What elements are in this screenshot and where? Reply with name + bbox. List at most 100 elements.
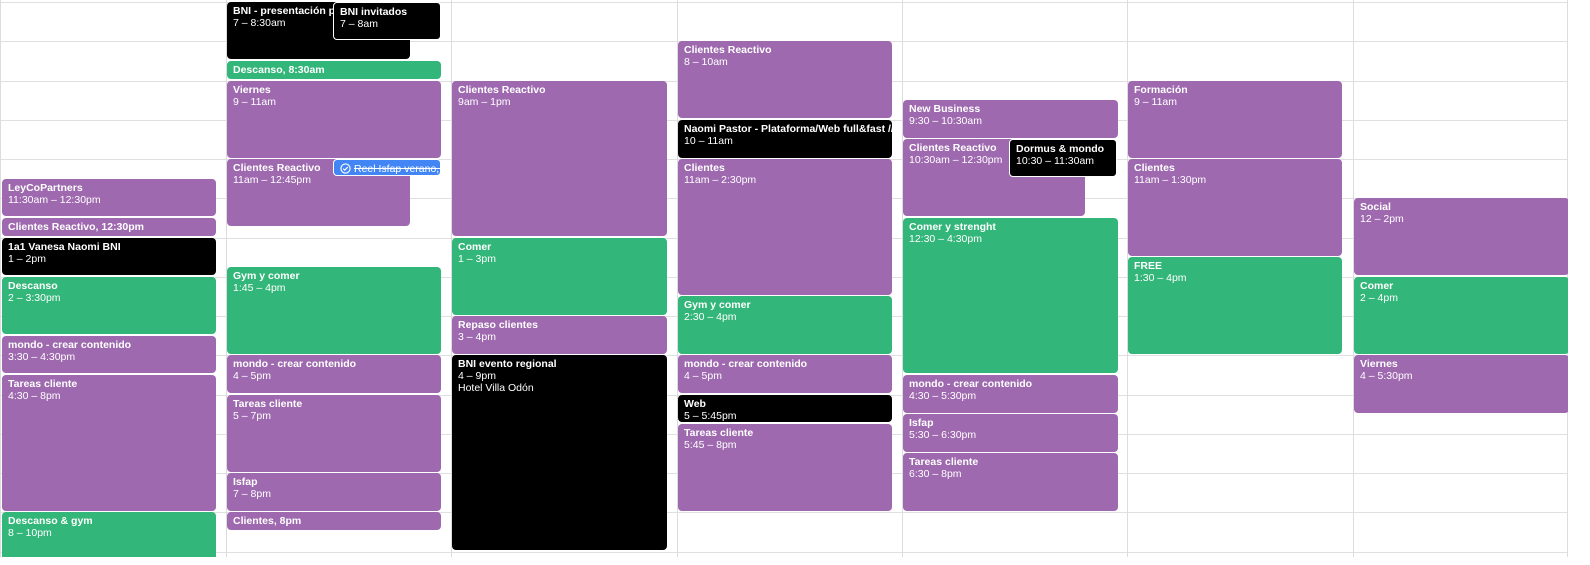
event[interactable]: Formación 9 – 11am <box>1128 80 1342 158</box>
event[interactable]: Gym y comer 2:30 – 4pm <box>678 296 892 354</box>
event-time: 10:30 – 11:30am <box>1016 155 1095 168</box>
event[interactable]: FREE 1:30 – 4pm <box>1128 257 1342 354</box>
event[interactable]: Viernes 9 – 11am <box>227 80 441 158</box>
event-title: Reel Isfap verano, 1 <box>340 163 440 175</box>
event-title: Social <box>1360 201 1391 214</box>
event[interactable]: mondo - crear contenido 4:30 – 5:30pm <box>903 374 1118 413</box>
event-title: mondo - crear contenido <box>8 338 132 351</box>
event-title: Web <box>684 397 706 410</box>
event-time: 7 – 8am <box>340 18 378 30</box>
event[interactable]: Clientes, 8pm <box>227 512 441 531</box>
event[interactable]: New Business 9:30 – 10:30am <box>903 100 1118 138</box>
event[interactable]: Social 12 – 2pm <box>1354 198 1568 276</box>
event[interactable]: Comer y strenght 12:30 – 4:30pm <box>903 217 1118 374</box>
event-title: Tareas cliente <box>233 397 303 410</box>
event-title: Isfap <box>233 476 258 488</box>
event-time: 2 – 4pm <box>1360 291 1398 304</box>
event-title: Repaso clientes <box>458 319 538 331</box>
day-divider <box>0 0 1 557</box>
event[interactable]: BNI evento regional 4 – 9pm Hotel Villa Od… <box>452 355 667 550</box>
day-divider <box>1127 0 1128 557</box>
event-time: 12 – 2pm <box>1360 213 1404 226</box>
event-time: 12:30 – 4:30pm <box>909 232 982 245</box>
event[interactable]: Isfap 5:30 – 6:30pm <box>903 414 1118 452</box>
event-title: Tareas cliente <box>684 426 754 439</box>
event-title: Tareas cliente <box>909 456 979 469</box>
event[interactable]: LeyCoPartners 11:30am – 12:30pm <box>2 178 216 217</box>
event[interactable]: Repaso clientes 3 – 4pm <box>452 316 667 354</box>
event-title: Clientes Reactivo, 12:30pm <box>8 220 144 233</box>
event-time: 1:30 – 4pm <box>1134 272 1187 285</box>
event-title: New Business <box>909 103 981 116</box>
event[interactable]: Tareas cliente 4:30 – 8pm <box>2 374 216 511</box>
event[interactable]: Clientes Reactivo 9am – 1pm <box>452 80 667 236</box>
event[interactable]: Clientes Reactivo 8 – 10am <box>678 41 892 119</box>
event-time: 11am – 1:30pm <box>1134 174 1207 186</box>
hour-line <box>0 512 1568 514</box>
event[interactable]: BNI invitados 7 – 8am <box>333 2 441 40</box>
event-time: 2 – 3:30pm <box>8 291 61 304</box>
event-title: Clientes <box>1134 162 1175 174</box>
event[interactable]: mondo - crear contenido 4 – 5pm <box>227 355 441 393</box>
calendar-week: LeyCoPartners 11:30am – 12:30pm Clientes R… <box>0 0 1568 557</box>
day-divider <box>677 0 678 557</box>
task-icon <box>340 163 351 174</box>
event[interactable]: Tareas cliente 5 – 7pm <box>227 394 441 472</box>
event[interactable]: Descanso & gym 8 – 10pm <box>2 512 216 557</box>
event-title: mondo - crear contenido <box>684 358 808 371</box>
event[interactable]: Viernes 4 – 5:30pm <box>1354 355 1568 413</box>
event-title: Naomi Pastor - Plataforma/Web full&fast … <box>684 122 892 135</box>
event[interactable]: Clientes 11am – 2:30pm <box>678 159 892 295</box>
event-time: 4:30 – 5:30pm <box>909 389 977 402</box>
event-time: 9 – 11am <box>233 95 276 108</box>
event[interactable]: Clientes 11am – 1:30pm <box>1128 159 1342 256</box>
event-title: Isfap <box>909 417 934 430</box>
event-title: 1a1 Vanesa Naomi BNI <box>8 240 121 253</box>
hour-line <box>0 2 1568 3</box>
event-title: FREE <box>1134 260 1163 273</box>
event[interactable]: 1a1 Vanesa Naomi BNI 1 – 2pm <box>2 237 216 276</box>
event-title: Descanso, 8:30am <box>233 63 325 76</box>
event-time: 8 – 10am <box>684 56 728 69</box>
event[interactable]: Isfap 7 – 8pm <box>227 473 441 511</box>
event-time: 2:30 – 4pm <box>684 311 737 324</box>
event-title: Dormus & mondo <box>1016 143 1105 156</box>
event[interactable]: Clientes Reactivo, 12:30pm <box>2 217 216 236</box>
event[interactable]: Tareas cliente 5:45 – 8pm <box>678 423 892 511</box>
event[interactable]: mondo - crear contenido 4 – 5pm <box>678 355 892 393</box>
event-time: 11:30am – 12:30pm <box>8 193 101 206</box>
event-time: 3:30 – 4:30pm <box>8 350 76 363</box>
event-title: Gym y comer <box>684 299 751 312</box>
day-divider <box>226 0 227 557</box>
event[interactable]: mondo - crear contenido 3:30 – 4:30pm <box>2 335 216 374</box>
event[interactable]: Tareas cliente 6:30 – 8pm <box>903 453 1118 511</box>
event[interactable]: Naomi Pastor - Plataforma/Web full&fast … <box>678 119 892 158</box>
event[interactable]: Dormus & mondo 10:30 – 11:30am <box>1009 139 1117 178</box>
event-time: 4 – 5pm <box>684 370 722 383</box>
event-time: 1 – 3pm <box>458 252 496 265</box>
day-divider <box>902 0 903 557</box>
event-time: 7 – 8:30am <box>233 17 286 29</box>
event-time: 4:30 – 8pm <box>8 389 61 402</box>
event-time: 9:30 – 10:30am <box>909 115 982 128</box>
hour-line <box>0 551 1568 553</box>
event-title: Comer <box>458 240 492 253</box>
event-title: BNI evento regional <box>458 358 557 371</box>
event-title: Clientes Reactivo <box>458 83 546 96</box>
event-time: 4 – 5pm <box>233 370 271 383</box>
event-title: Tareas cliente <box>8 377 78 390</box>
event[interactable]: Comer 2 – 4pm <box>1354 276 1568 354</box>
event[interactable]: Comer 1 – 3pm <box>452 237 667 315</box>
event[interactable]: Gym y comer 1:45 – 4pm <box>227 266 441 354</box>
event[interactable]: Web 5 – 5:45pm <box>678 394 892 423</box>
event[interactable]: Descanso 2 – 3:30pm <box>2 276 216 335</box>
event-time: 1 – 2pm <box>8 252 46 265</box>
event[interactable]: Descanso, 8:30am <box>227 60 441 79</box>
day-divider <box>451 0 452 557</box>
event-title: Comer y strenght <box>909 220 996 233</box>
event-title: Clientes, 8pm <box>233 515 302 528</box>
event[interactable]: Reel Isfap verano, 1 <box>333 159 441 176</box>
event-title: Clientes Reactivo <box>684 44 772 57</box>
event-time: 10:30am – 12:30pm <box>909 154 1003 167</box>
